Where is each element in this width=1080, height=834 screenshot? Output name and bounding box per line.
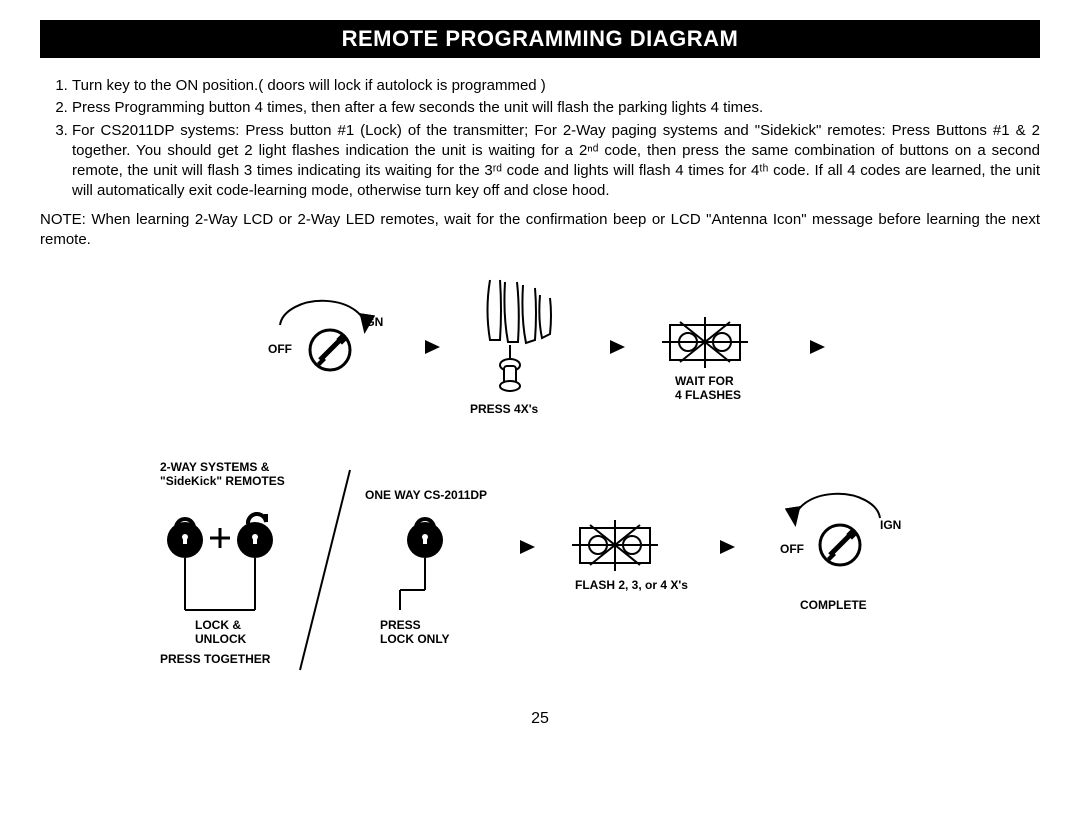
label-off-1: OFF (268, 342, 292, 356)
ignition-off-icon (795, 494, 880, 565)
label-ign-1: IGN (362, 315, 383, 329)
page-number: 25 (40, 710, 1040, 728)
step-2: Press Programming button 4 times, then a… (72, 98, 1040, 118)
label-lock-unlock: LOCK & UNLOCK (195, 618, 246, 647)
lock-unlock-remote-icon (167, 514, 273, 610)
lock-only-remote-icon (400, 519, 443, 610)
arrow-icon (810, 340, 825, 354)
title-bar: REMOTE PROGRAMMING DIAGRAM (40, 20, 1040, 58)
ignition-on-icon (280, 301, 365, 370)
instruction-list: Turn key to the ON position.( doors will… (40, 76, 1040, 202)
arrow-icon (520, 540, 535, 554)
label-press-lock: PRESS LOCK ONLY (380, 618, 450, 647)
arrow-icon (610, 340, 625, 354)
label-two-way: 2-WAY SYSTEMS & "SideKick" REMOTES (160, 460, 285, 489)
programming-diagram: IGN OFF PRESS 4X's WAIT FOR 4 FLASHES 2-… (90, 270, 990, 690)
arrow-icon (425, 340, 440, 354)
note-text: NOTE: When learning 2-Way LCD or 2-Way L… (40, 210, 1040, 251)
label-press-together: PRESS TOGETHER (160, 652, 270, 666)
label-one-way: ONE WAY CS-2011DP (365, 488, 487, 502)
page-title: REMOTE PROGRAMMING DIAGRAM (342, 26, 739, 51)
lights-flash-icon-2 (572, 520, 658, 571)
hand-press-icon (488, 280, 552, 391)
label-off-2: OFF (780, 542, 804, 556)
label-flash-234: FLASH 2, 3, or 4 X's (575, 578, 688, 592)
arrow-icon (720, 540, 735, 554)
step-1: Turn key to the ON position.( doors will… (72, 76, 1040, 96)
label-ign-2: IGN (880, 518, 901, 532)
label-wait-for: WAIT FOR 4 FLASHES (675, 374, 741, 403)
label-complete: COMPLETE (800, 598, 867, 612)
lights-flash-icon-1 (662, 317, 748, 368)
divider-line (300, 470, 350, 670)
label-press-4x: PRESS 4X's (470, 402, 538, 416)
step-3: For CS2011DP systems: Press button #1 (L… (72, 121, 1040, 202)
